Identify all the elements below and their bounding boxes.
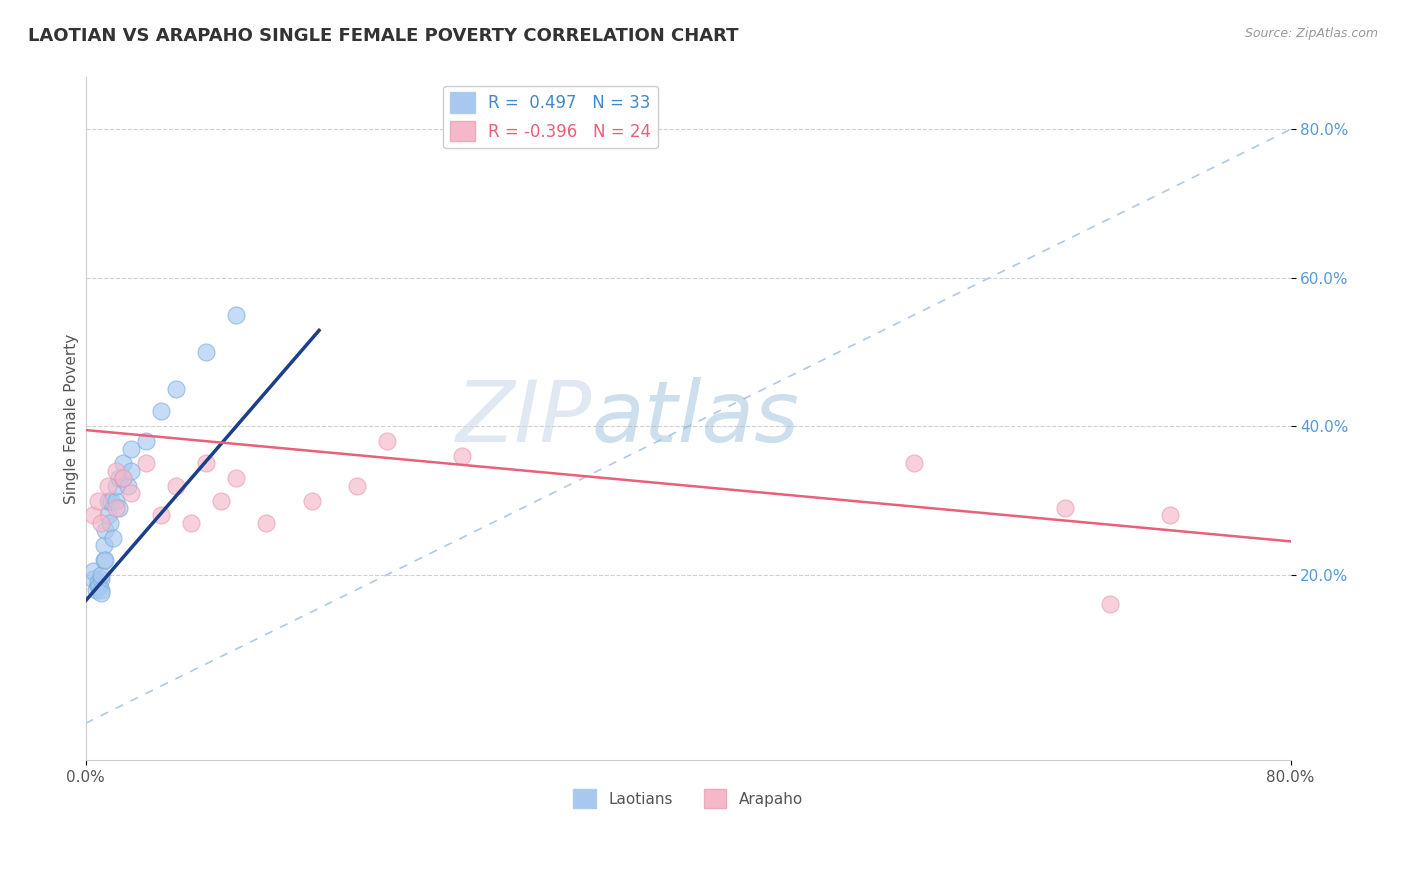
Text: LAOTIAN VS ARAPAHO SINGLE FEMALE POVERTY CORRELATION CHART: LAOTIAN VS ARAPAHO SINGLE FEMALE POVERTY… [28, 27, 738, 45]
Point [90, 572, 112, 586]
Point [149, 508, 172, 523]
Point [149, 404, 172, 418]
Point [903, 457, 925, 471]
Point [225, 308, 247, 322]
Text: ZIP: ZIP [456, 377, 592, 460]
Point [89, 579, 111, 593]
Point [120, 464, 142, 478]
Point [84, 582, 107, 597]
Point [120, 486, 142, 500]
Point [82, 564, 104, 578]
Point [104, 464, 127, 478]
Point [112, 471, 135, 485]
Point [120, 442, 142, 456]
Point [104, 479, 127, 493]
Point [86, 575, 108, 590]
Point [180, 516, 202, 530]
Point [97, 479, 120, 493]
Point [135, 434, 157, 449]
Point [100, 493, 122, 508]
Point [225, 471, 247, 485]
Point [94, 523, 117, 537]
Point [1159, 508, 1181, 523]
Point [107, 500, 129, 515]
Point [165, 382, 187, 396]
Point [97, 493, 120, 508]
Point [165, 479, 187, 493]
Point [90, 586, 112, 600]
Point [1053, 500, 1076, 515]
Point [1098, 598, 1121, 612]
Point [195, 457, 218, 471]
Point [112, 457, 135, 471]
Point [117, 479, 139, 493]
Point [90, 582, 112, 597]
Point [451, 449, 474, 463]
Point [195, 345, 218, 359]
Point [346, 479, 368, 493]
Y-axis label: Single Female Poverty: Single Female Poverty [65, 334, 79, 504]
Legend: Laotians, Arapaho: Laotians, Arapaho [567, 783, 808, 814]
Text: atlas: atlas [592, 377, 800, 460]
Point [135, 457, 157, 471]
Point [97, 508, 120, 523]
Point [301, 493, 323, 508]
Point [86, 493, 108, 508]
Point [93, 538, 115, 552]
Point [104, 493, 127, 508]
Point [86, 579, 108, 593]
Text: Source: ZipAtlas.com: Source: ZipAtlas.com [1244, 27, 1378, 40]
Point [375, 434, 398, 449]
Point [82, 572, 104, 586]
Point [94, 553, 117, 567]
Point [93, 553, 115, 567]
Point [90, 567, 112, 582]
Point [107, 471, 129, 485]
Point [112, 471, 135, 485]
Point [101, 531, 124, 545]
Point [82, 508, 104, 523]
Point [98, 516, 121, 530]
Point [254, 516, 277, 530]
Point [90, 516, 112, 530]
Point [209, 493, 232, 508]
Point [104, 500, 127, 515]
